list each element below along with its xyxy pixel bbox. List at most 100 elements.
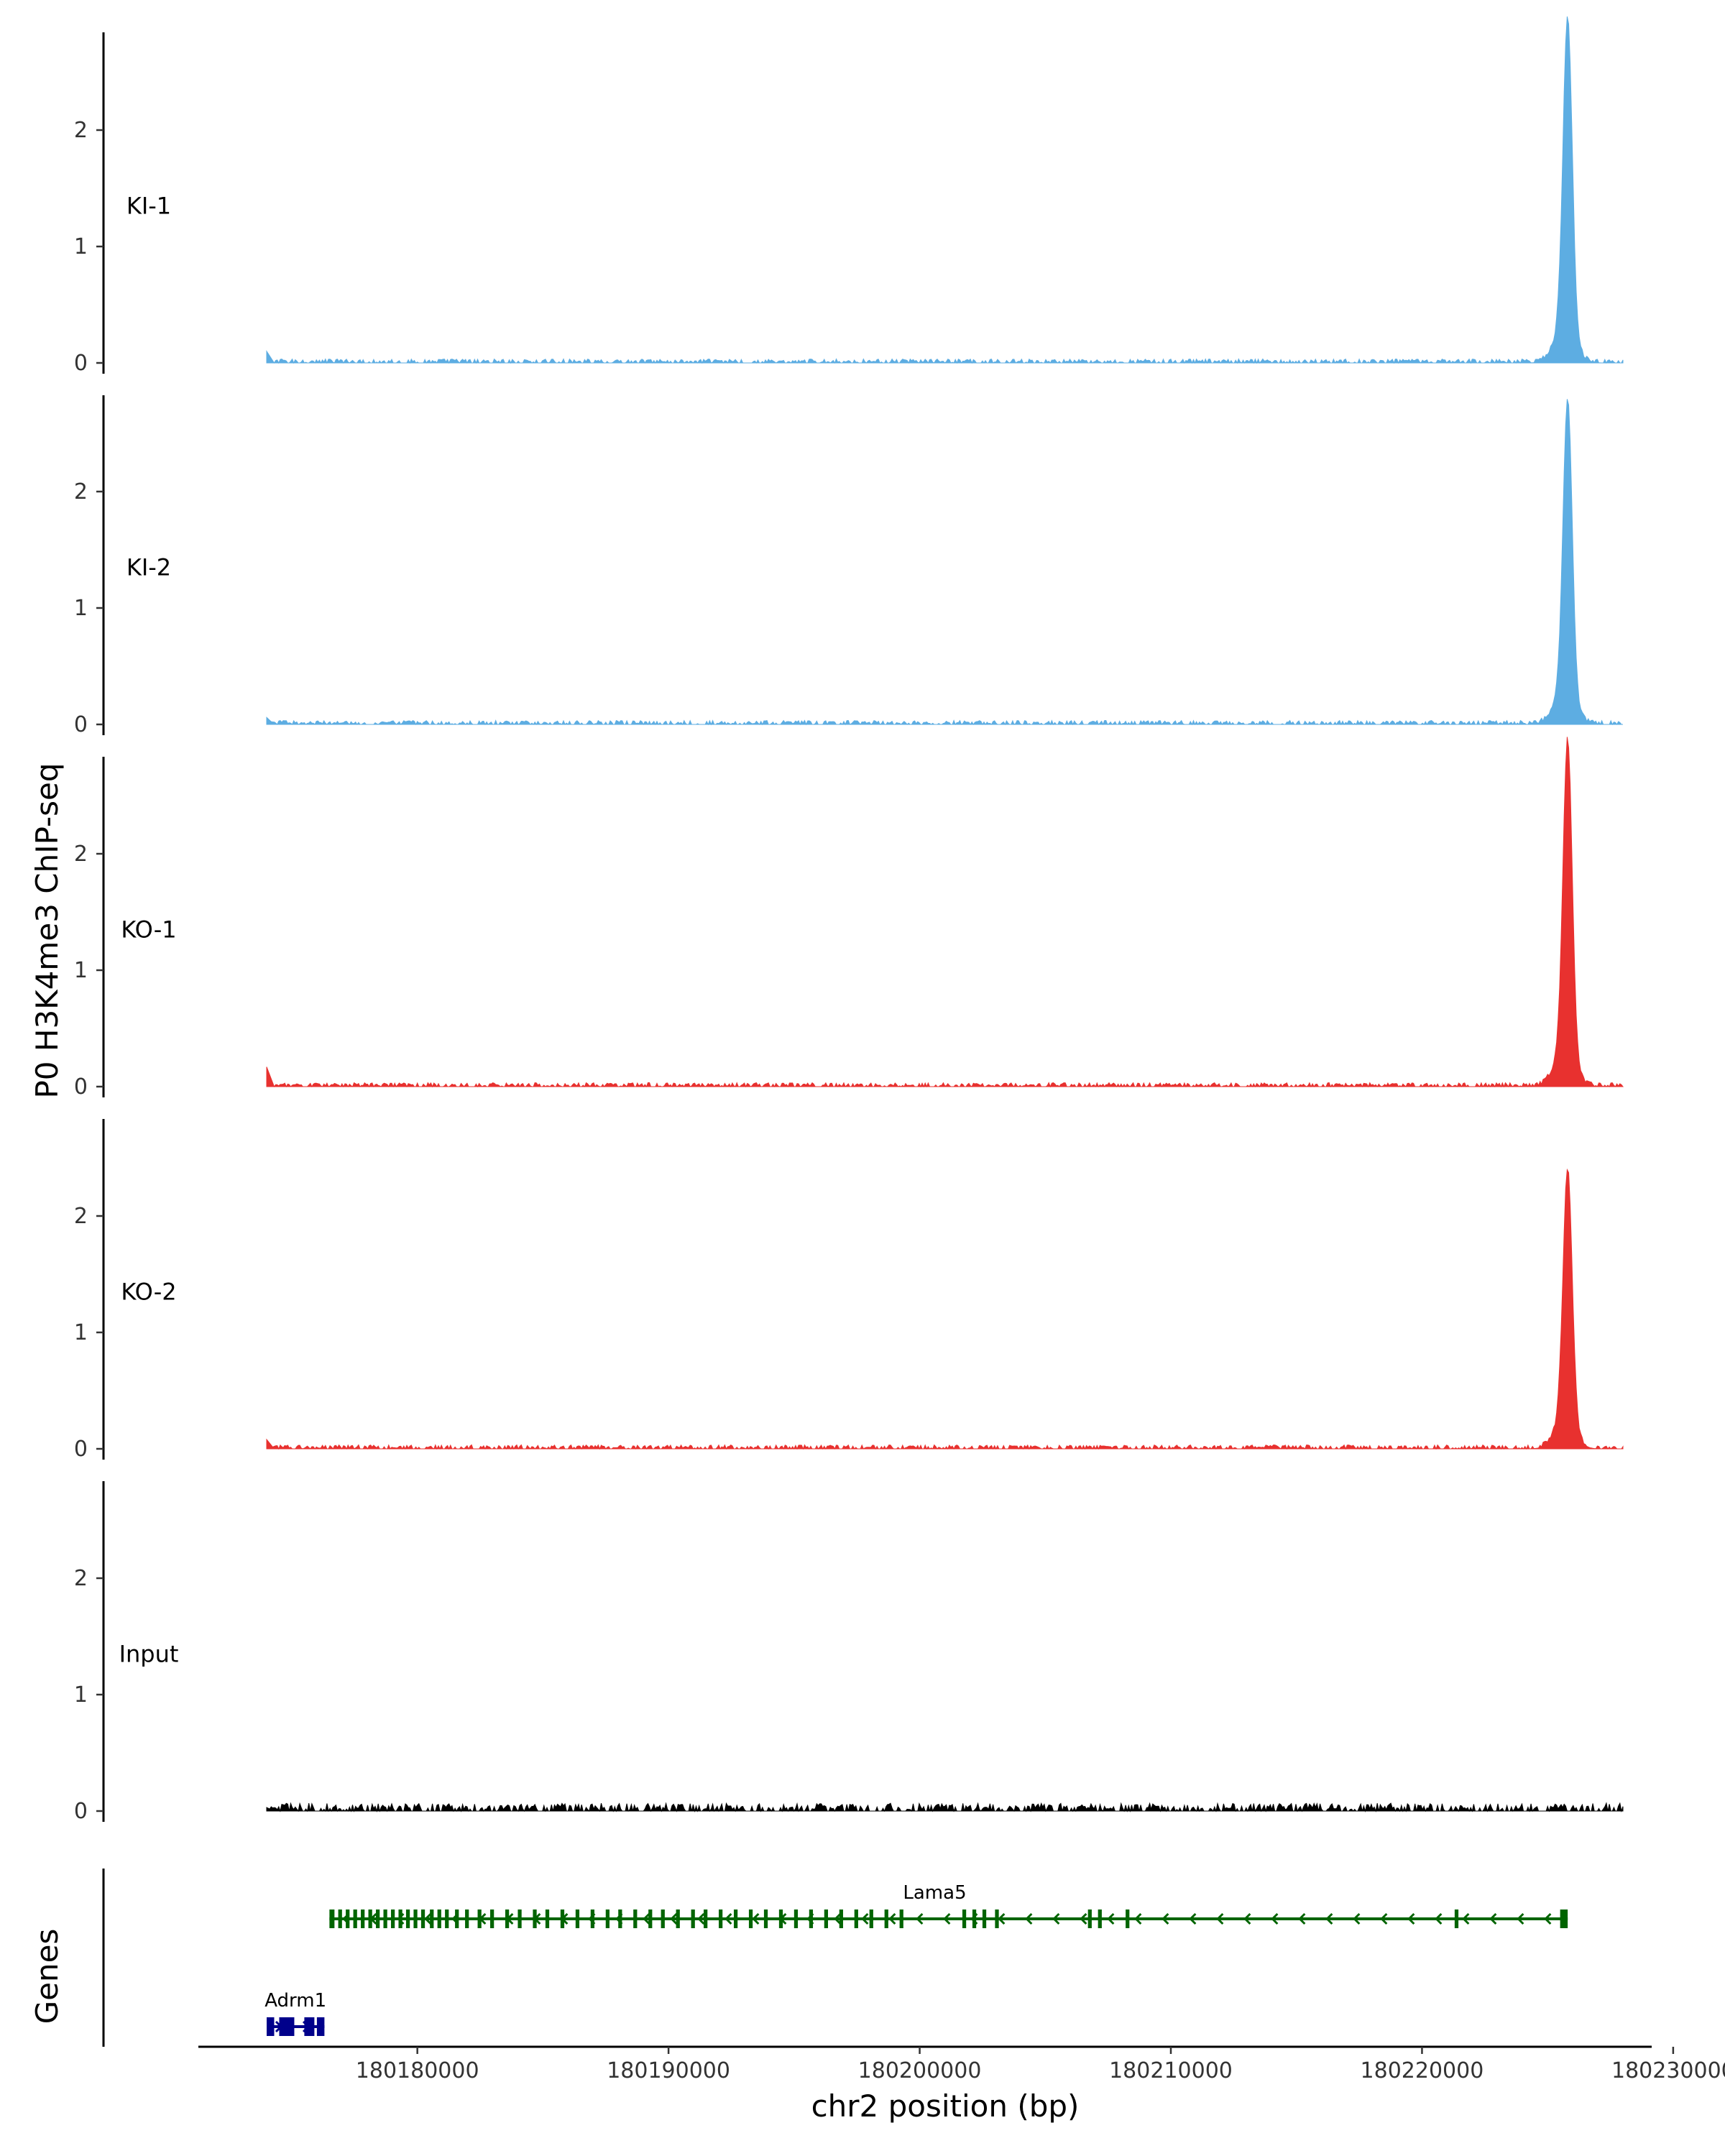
gene-exon: [778, 1909, 783, 1928]
strand-arrow: [697, 1912, 705, 1925]
gene-exon: [618, 1909, 622, 1928]
gene-exon: [383, 1909, 387, 1928]
y-tick-label: 2: [74, 479, 88, 505]
gene-exon: [420, 1909, 426, 1928]
gene-exon: [605, 1909, 610, 1928]
signal-area-ki-1: [266, 16, 1624, 364]
y-tick-label: 2: [74, 842, 88, 867]
track-ki-2: 0 1 2 KI-2: [74, 395, 1623, 737]
strand-arrow: [724, 1912, 732, 1925]
gene-exon: [279, 2017, 295, 2036]
gene-exon: [995, 1909, 999, 1928]
y-tick-label: 1: [74, 596, 88, 621]
gene-exon: [346, 1909, 350, 1928]
strand-arrow: [834, 1912, 842, 1925]
y-tick-label: 0: [74, 351, 88, 376]
track-label-ki-2: KI-2: [126, 553, 171, 581]
gene-exon: [884, 1909, 888, 1928]
gene-exon: [575, 1909, 580, 1928]
gene-exon: [368, 1909, 372, 1928]
track-label-ko-1: KO-1: [121, 916, 176, 943]
y-tick-label: 1: [74, 1682, 88, 1708]
gene-exon: [437, 1909, 441, 1928]
y-tick-label: 0: [74, 1437, 88, 1462]
gene-exon: [390, 1909, 395, 1928]
gene-exon: [304, 2017, 315, 2036]
strand-arrow: [1544, 1912, 1552, 1925]
gene-exon: [676, 1909, 680, 1928]
gene-exon: [733, 1909, 738, 1928]
gene-exon: [982, 1909, 987, 1928]
strand-arrow: [670, 1912, 678, 1925]
signal-area-ko-2: [266, 1168, 1624, 1450]
x-tick-label: 180210000: [1109, 2058, 1233, 2083]
gene-exon: [1454, 1909, 1459, 1928]
gene-exon: [590, 1909, 595, 1928]
gene-exon: [869, 1909, 873, 1928]
y-tick-label: 1: [74, 1320, 88, 1345]
gene-exon: [719, 1909, 723, 1928]
strand-arrow: [1353, 1912, 1361, 1925]
signal-tracks: 0 1 2 KI-1 0 1 2 KI-2 0 1 2 KO-1 0 1 2 KO-2 0 1 2 Input: [74, 16, 1624, 1824]
y-tick-label: 1: [74, 958, 88, 983]
strand-arrow: [1025, 1912, 1033, 1925]
gene-exon: [633, 1909, 638, 1928]
strand-arrow: [916, 1912, 924, 1925]
strand-arrow: [1435, 1912, 1443, 1925]
y-axis-title: P0 H3K4me3 ChIP-seq: [29, 763, 65, 1098]
strand-arrow: [888, 1912, 896, 1925]
gene-exon: [505, 1909, 510, 1928]
strand-arrow: [1407, 1912, 1415, 1925]
strand-arrow: [1107, 1912, 1115, 1925]
gene-exon: [748, 1909, 753, 1928]
genes-axis-title: Genes: [29, 1929, 65, 2024]
strand-arrow: [1216, 1912, 1224, 1925]
strand-arrow: [861, 1912, 869, 1925]
gene-exon: [518, 1909, 522, 1928]
gene-label-adrm1: Adrm1: [264, 1990, 326, 2012]
track-label-input: Input: [119, 1640, 179, 1667]
gene-exon: [899, 1909, 903, 1928]
gene-exon: [361, 1909, 365, 1928]
gene-exon: [353, 1909, 357, 1928]
strand-arrow: [752, 1912, 760, 1925]
gene-exon: [398, 1909, 402, 1928]
signal-area-ki-2: [266, 399, 1623, 726]
gene-exon: [1087, 1909, 1092, 1928]
y-tick-label: 2: [74, 1566, 88, 1591]
gene-exon: [267, 2017, 275, 2036]
gene-exon: [338, 1909, 342, 1928]
genes-track: Adrm1 Lama5: [102, 1869, 1568, 2047]
gene-exon: [445, 1909, 449, 1928]
x-axis: 180180000 180190000 180200000 180210000 1802…: [198, 2045, 1725, 2083]
gene-exon: [465, 1909, 469, 1928]
gene-exon: [477, 1909, 482, 1928]
strand-arrow: [1517, 1912, 1524, 1925]
y-tick-label: 2: [74, 118, 88, 143]
strand-arrow: [998, 1912, 1006, 1925]
strand-arrow: [943, 1912, 951, 1925]
y-tick-label: 0: [74, 712, 88, 737]
x-tick-label: 180200000: [858, 2058, 982, 2083]
gene-adrm1: Adrm1: [264, 1990, 326, 2036]
gene-exon: [490, 1909, 494, 1928]
y-tick-label: 1: [74, 234, 88, 259]
strand-arrow: [1134, 1912, 1142, 1925]
gene-exon: [704, 1909, 708, 1928]
strand-arrow: [1189, 1912, 1197, 1925]
strand-arrow: [1462, 1912, 1470, 1925]
strand-arrow: [1380, 1912, 1388, 1925]
strand-arrow: [424, 1912, 432, 1925]
gene-exon: [794, 1909, 799, 1928]
gene-exon: [560, 1909, 565, 1928]
gene-exon: [430, 1909, 434, 1928]
track-input: 0 1 2 Input: [74, 1481, 1624, 1824]
gene-exon: [1126, 1909, 1130, 1928]
x-tick-label: 180230000: [1611, 2058, 1725, 2083]
gene-exon: [648, 1909, 653, 1928]
gene-exon: [1098, 1909, 1102, 1928]
strand-arrow: [1052, 1912, 1060, 1925]
x-tick-label: 180180000: [356, 2058, 479, 2083]
gene-exon: [962, 1909, 967, 1928]
